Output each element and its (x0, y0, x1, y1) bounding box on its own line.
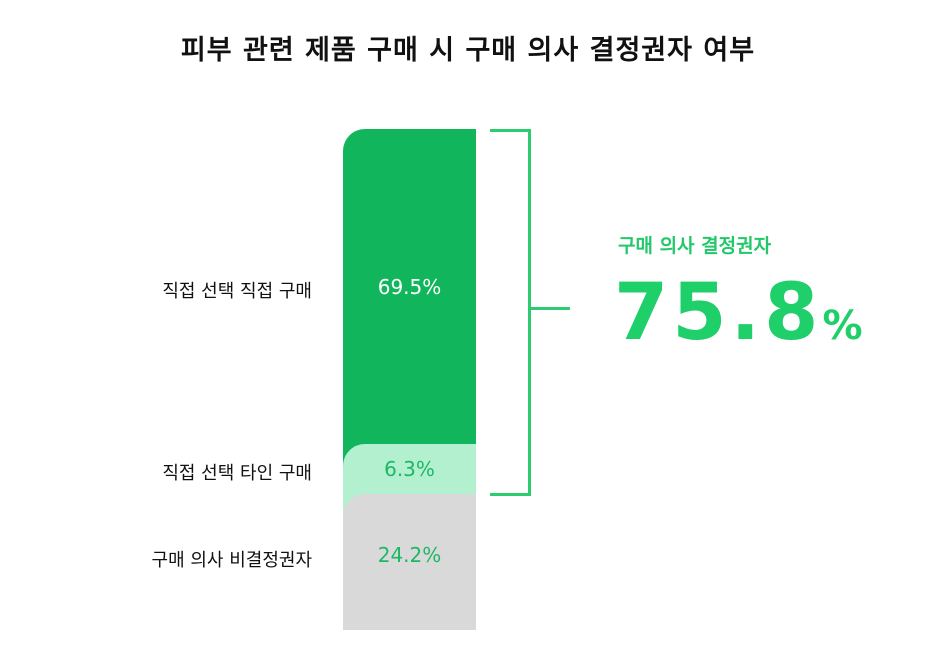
summary-unit: % (822, 303, 863, 349)
summary-value: 75.8% (614, 268, 863, 358)
bracket-middle-tick (528, 307, 570, 310)
bar-segment (343, 494, 476, 630)
data-label: 6.3% (384, 457, 435, 481)
bracket-top-tick (490, 129, 531, 132)
summary-label: 구매 의사 결정권자 (618, 235, 772, 257)
data-label: 24.2% (377, 543, 442, 567)
bracket-vertical-line (528, 129, 531, 496)
data-label: 69.5% (377, 275, 442, 299)
summary-number: 75.8 (614, 268, 823, 358)
chart-title: 피부 관련 제품 구매 시 구매 의사 결정권자 여부 (180, 35, 756, 66)
category-label: 구매 의사 비결정권자 (151, 550, 312, 571)
category-label: 직접 선택 타인 구매 (162, 463, 312, 484)
category-label: 직접 선택 직접 구매 (162, 281, 312, 302)
bracket-bottom-tick (490, 493, 531, 496)
